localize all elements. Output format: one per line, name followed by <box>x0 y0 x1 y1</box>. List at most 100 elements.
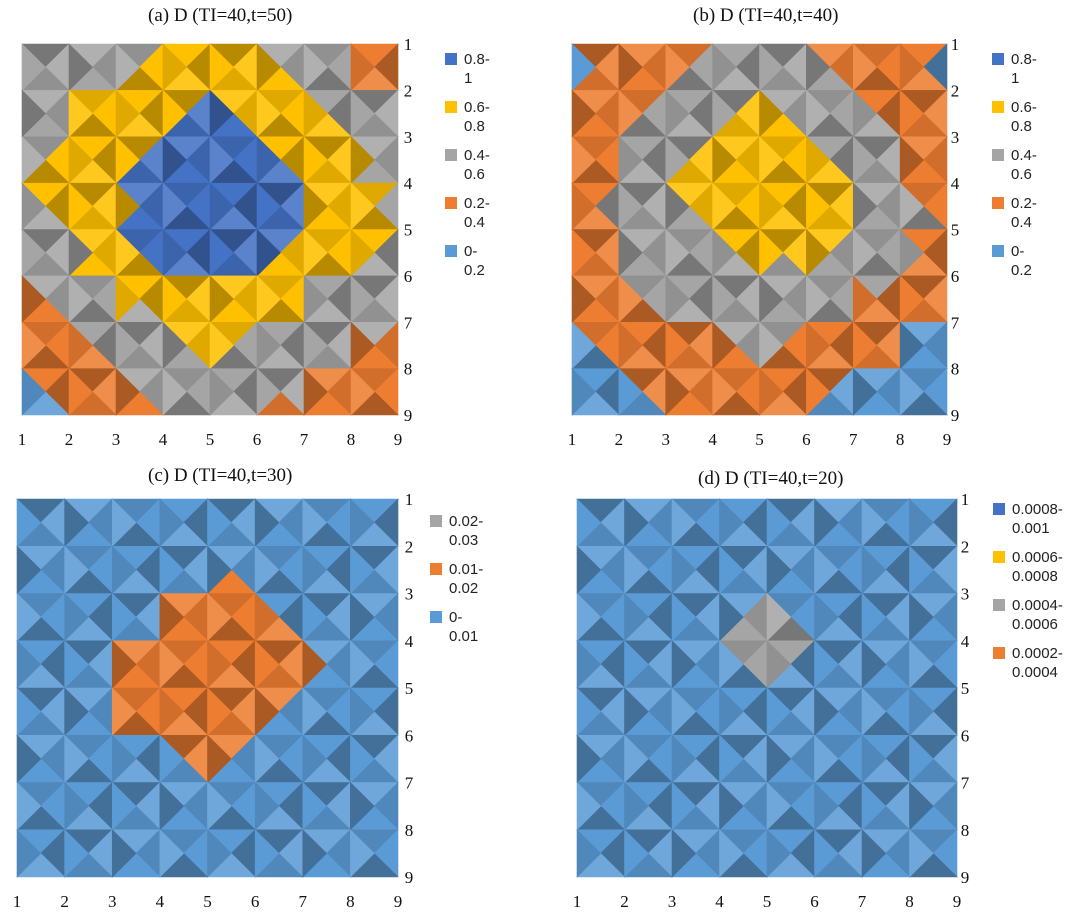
heatmap-cell <box>159 829 185 878</box>
heatmap-cell <box>256 43 281 92</box>
heatmap-cell <box>665 228 690 277</box>
x-tick-label: 9 <box>394 892 403 911</box>
heatmap-cell <box>21 321 46 370</box>
x-tick-label: 6 <box>810 892 819 911</box>
heatmap-cell <box>207 592 232 642</box>
heatmap-cell <box>806 367 831 416</box>
heatmap-cell <box>759 182 784 231</box>
y-tick-label: 5 <box>961 679 970 698</box>
heatmap-cell <box>814 545 839 595</box>
heatmap-cell <box>254 687 280 736</box>
heatmap-cell <box>162 89 187 138</box>
heatmap-cell <box>852 136 878 184</box>
heatmap-cell <box>256 228 281 277</box>
heatmap-cell <box>719 781 744 831</box>
heatmap-cell <box>712 89 737 138</box>
x-tick-label: 1 <box>13 892 22 911</box>
heatmap-cell <box>861 640 887 689</box>
heatmap-cell <box>207 498 232 547</box>
heatmap-cell <box>852 43 878 92</box>
x-tick-label: 1 <box>18 430 27 449</box>
y-tick-label: 7 <box>961 774 970 793</box>
heatmap-cell <box>861 829 887 878</box>
heatmap-cell <box>115 43 140 92</box>
y-tick-label: 8 <box>951 360 960 379</box>
x-tick-label: 8 <box>896 430 905 449</box>
heatmap-cell <box>665 367 690 416</box>
heatmap-cell <box>207 734 232 784</box>
heatmap-cell <box>115 275 140 323</box>
heatmap-cell <box>806 43 831 92</box>
heatmap-cell <box>21 43 46 92</box>
heatmap-cell <box>16 545 42 595</box>
heatmap-cell <box>712 43 737 92</box>
heatmap-cell <box>302 829 327 878</box>
legend-item: 0-0.2 <box>992 242 1037 280</box>
legend-swatch <box>993 503 1005 515</box>
heatmap-cell <box>618 275 643 323</box>
x-tick-label: 6 <box>802 430 811 449</box>
heatmap-cell <box>766 829 792 878</box>
heatmap-cell <box>207 781 232 831</box>
x-tick-label: 3 <box>112 430 121 449</box>
heatmap-cell <box>909 640 934 689</box>
y-tick-label: 1 <box>404 35 413 54</box>
y-tick-label: 8 <box>404 360 413 379</box>
heatmap-cell <box>861 545 887 595</box>
legend-label: 0.2-0.4 <box>464 195 490 231</box>
heatmap-cell <box>852 182 878 231</box>
heatmap-cell <box>665 43 690 92</box>
x-tick-label: 2 <box>60 892 69 911</box>
heatmap-cell <box>899 43 924 92</box>
heatmap-cell <box>64 545 89 595</box>
heatmap-cell <box>16 592 42 642</box>
heatmap-cell <box>303 367 328 416</box>
legend-label: 0-0.2 <box>464 243 485 279</box>
heatmap-cell <box>671 545 697 595</box>
y-tick-label: 4 <box>405 632 414 651</box>
heatmap-cell <box>909 781 934 831</box>
heatmap-cell <box>350 275 375 323</box>
legend-label: 0.01-0.02 <box>449 561 484 597</box>
heatmap-cell <box>303 43 328 92</box>
heatmap-cell <box>806 275 831 323</box>
heatmap-cell <box>806 89 831 138</box>
heatmap-cell <box>159 781 185 831</box>
heatmap-cell <box>256 321 281 370</box>
heatmap-cell <box>68 367 93 416</box>
legend-item: 0.4-0.6 <box>992 146 1037 184</box>
heatmap-cell <box>712 321 737 370</box>
heatmap-cell <box>256 367 281 416</box>
heatmap-cell <box>766 498 792 547</box>
heatmap-cell <box>719 498 744 547</box>
legend-swatch <box>992 149 1004 161</box>
x-tick-label: 9 <box>394 430 403 449</box>
heatmap-cell <box>909 498 934 547</box>
heatmap-cell <box>350 89 375 138</box>
heatmap-cell <box>350 321 375 370</box>
legend-label: 0.6-0.8 <box>464 99 490 135</box>
legend-item: 0.4-0.6 <box>445 146 490 184</box>
heatmap-cell <box>350 136 375 184</box>
x-tick-label: 1 <box>573 892 582 911</box>
heatmap-cell <box>350 781 375 831</box>
legend-item: 0.6-0.8 <box>445 98 490 136</box>
heatmap-cell <box>909 545 934 595</box>
heatmap-cell <box>899 275 924 323</box>
x-tick-label: 4 <box>708 430 717 449</box>
legend-d: 0.0008- 0.001 0.0006- 0.0008 0.0004- 0.000… <box>993 500 1063 692</box>
chart-title-c: (c) D (TI=40,t=30) <box>148 465 293 486</box>
heatmap-cell <box>254 734 280 784</box>
legend-swatch <box>445 245 457 257</box>
heatmap-cell <box>68 228 93 277</box>
heatmap-cell <box>16 781 42 831</box>
heatmap-cell <box>302 545 327 595</box>
heatmap-cell <box>207 640 232 689</box>
heatmap-cell <box>852 89 878 138</box>
heatmap-cell <box>21 367 46 416</box>
heatmap-cell <box>852 367 878 416</box>
heatmap-cell <box>162 321 187 370</box>
heatmap-cell <box>719 829 744 878</box>
heatmap-cell <box>806 182 831 231</box>
y-tick-label: 4 <box>961 632 970 651</box>
